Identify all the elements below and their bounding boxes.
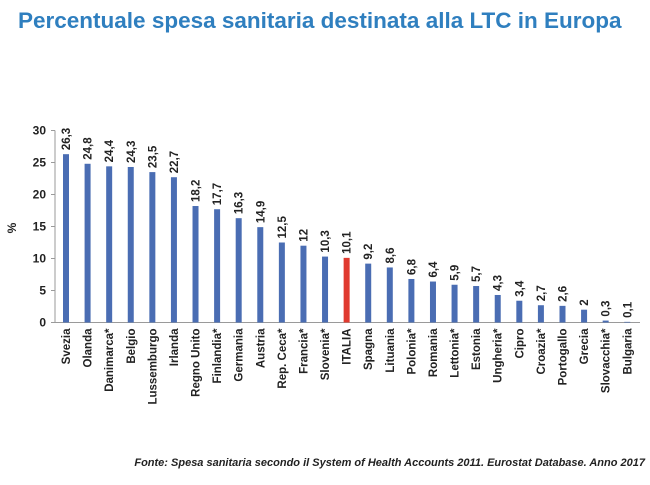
bar: [473, 286, 480, 323]
value-label: 0,1: [622, 301, 634, 318]
category-label: Romania: [428, 328, 440, 377]
value-label: 10,1: [342, 231, 354, 254]
y-tick-label: 5: [39, 284, 46, 298]
bar: [386, 267, 393, 323]
chart-title: Percentuale spesa sanitaria destinata al…: [18, 8, 622, 33]
bar: [300, 245, 307, 323]
value-label: 2,6: [557, 286, 569, 302]
value-label: 4,3: [493, 275, 505, 291]
y-tick-label: 0: [39, 316, 46, 330]
value-label: 5,9: [450, 265, 462, 281]
y-tick-label: 20: [33, 188, 47, 202]
category-label: Germania: [234, 328, 246, 382]
category-label: Lussemburgo: [147, 329, 159, 405]
value-label: 9,2: [363, 244, 375, 260]
bar: [127, 166, 134, 323]
value-label: 26,3: [61, 128, 73, 150]
category-label: Belgio: [126, 329, 138, 364]
bar: [84, 163, 91, 323]
category-label: Francia*: [298, 328, 310, 374]
value-label: 16,3: [234, 192, 246, 214]
category-label: Polonia*: [406, 328, 418, 375]
category-label: Rep. Ceca*: [277, 328, 289, 389]
value-label: 6,8: [406, 258, 418, 275]
value-label: 3,4: [514, 280, 526, 297]
category-label: ITALIA: [342, 329, 354, 365]
category-label: Grecia: [579, 328, 591, 364]
category-label: Austria: [255, 328, 267, 368]
bar: [516, 300, 523, 323]
value-label: 14,9: [255, 201, 267, 223]
bar: [63, 154, 69, 323]
value-label: 24,8: [83, 137, 95, 160]
category-label: Slovacchia*: [601, 328, 613, 393]
value-label: 24,3: [126, 141, 138, 163]
bar: [192, 206, 199, 323]
category-label: Lituania: [385, 328, 397, 373]
bar: [278, 242, 285, 323]
bar: [322, 256, 329, 323]
category-label: Finlandia*: [212, 328, 224, 383]
category-label: Estonia: [471, 328, 483, 370]
bar: [494, 294, 501, 323]
bar: [343, 257, 350, 323]
value-label: 22,7: [169, 151, 181, 173]
value-label: 0,3: [601, 301, 613, 317]
y-tick-label: 15: [33, 220, 47, 234]
bar: [429, 281, 436, 323]
category-label: Spagna: [363, 328, 375, 370]
bar: [581, 309, 588, 323]
y-tick-label: 25: [33, 156, 47, 170]
category-label: Olanda: [83, 328, 95, 368]
bar: [408, 278, 415, 323]
category-label: Portogallo: [557, 329, 569, 386]
category-label: Cipro: [514, 329, 526, 359]
bar: [365, 263, 372, 323]
category-label: Regno Unito: [191, 329, 203, 397]
value-label: 5,7: [471, 266, 483, 282]
bar: [214, 209, 221, 323]
bar: [235, 218, 242, 323]
value-label: 10,3: [320, 230, 332, 252]
category-label: Svezia: [61, 328, 73, 364]
bar: [257, 227, 264, 323]
source-note: Fonte: Spesa sanitaria secondo il System…: [134, 457, 645, 469]
bar: [559, 305, 566, 323]
bar: [537, 305, 544, 323]
category-label: Croazia*: [536, 328, 548, 375]
bar: [624, 321, 631, 323]
bar: [451, 284, 458, 323]
category-label: Irlanda: [169, 328, 181, 366]
bar: [149, 172, 156, 323]
category-label: Bulgaria: [622, 328, 634, 375]
bar: [106, 166, 113, 323]
category-label: Danimarca*: [104, 328, 116, 392]
bar: [602, 320, 609, 323]
category-label: Ungheria*: [493, 328, 505, 383]
value-label: 12: [298, 229, 310, 242]
value-label: 2,7: [536, 285, 548, 301]
bar: [170, 177, 177, 323]
y-axis-title: %: [5, 222, 19, 233]
value-label: 18,2: [191, 180, 203, 202]
value-label: 24,4: [104, 139, 116, 162]
value-label: 17,7: [212, 183, 224, 205]
value-label: 2: [579, 299, 591, 305]
category-label: Slovenia*: [320, 328, 332, 380]
category-label: Lettonia*: [450, 328, 462, 378]
y-tick-label: 30: [33, 124, 47, 138]
value-label: 8,6: [385, 247, 397, 263]
value-label: 6,4: [428, 261, 440, 278]
value-label: 23,5: [147, 145, 159, 168]
value-label: 12,5: [277, 216, 289, 239]
y-tick-label: 10: [33, 252, 47, 266]
